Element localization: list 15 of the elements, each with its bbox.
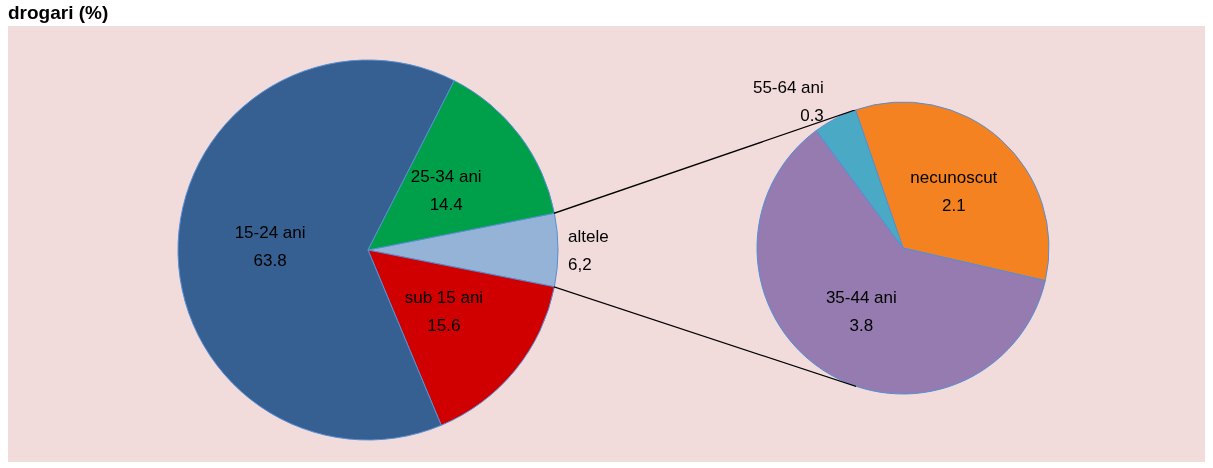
data-label: 2.1 xyxy=(942,195,966,215)
slice-label: necunoscut xyxy=(910,167,998,187)
data-label: 14.4 xyxy=(429,195,463,215)
data-label: 6,2 xyxy=(568,254,592,274)
slice-label: 55-64 ani xyxy=(752,77,824,97)
data-label: 3.8 xyxy=(849,316,874,336)
data-label: 63.8 xyxy=(253,250,287,270)
slice-label: 25-34 ani xyxy=(410,167,482,187)
slice-label: 35-44 ani xyxy=(825,288,897,308)
slice-label: altele xyxy=(568,226,609,246)
slice-label: sub 15 ani xyxy=(404,288,484,308)
chart-title: drogari (%) xyxy=(8,2,109,24)
slice-label: 15-24 ani xyxy=(234,222,306,242)
data-label: 15.6 xyxy=(427,316,461,336)
data-label: 0.3 xyxy=(800,105,824,125)
